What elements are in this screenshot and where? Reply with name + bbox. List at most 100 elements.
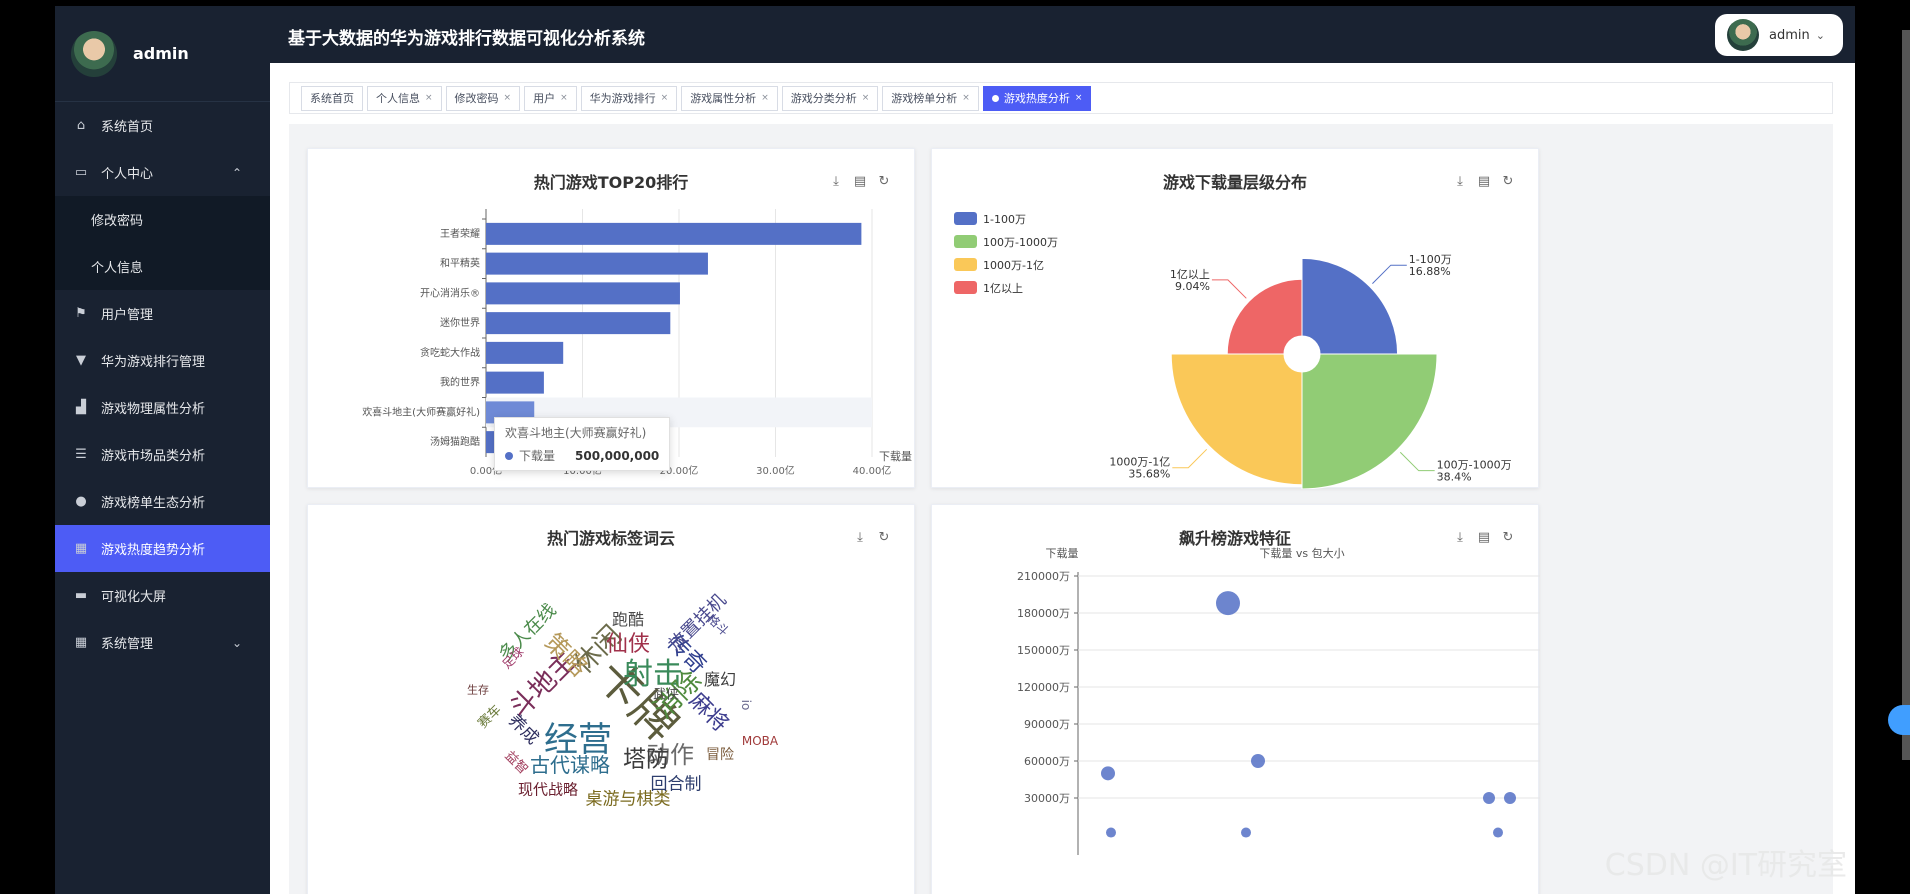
wordcloud-word[interactable]: 麻将 xyxy=(683,688,733,738)
refresh-icon[interactable]: ↻ xyxy=(1502,529,1514,545)
wordcloud-word[interactable]: 冒险 xyxy=(706,747,734,763)
sidebar-item-10[interactable]: ▬ 可视化大屏 xyxy=(55,572,270,619)
tab-2[interactable]: 修改密码 × xyxy=(445,85,521,111)
scatter-point[interactable] xyxy=(1493,827,1503,838)
scatter-point[interactable] xyxy=(1241,827,1251,838)
legend-item[interactable]: 1亿以上 xyxy=(954,276,1058,299)
tab-6[interactable]: 游戏分类分析 × xyxy=(781,85,879,111)
wordcloud-word[interactable]: 赛车 xyxy=(475,702,505,732)
scatter-point[interactable] xyxy=(1216,591,1240,616)
sidebar-item-3[interactable]: 个人信息 xyxy=(55,243,270,290)
chevron-down-icon: ⌄ xyxy=(1815,28,1825,42)
wordcloud-word[interactable]: MOBA xyxy=(741,734,779,748)
data-view-icon[interactable]: ▤ xyxy=(853,173,867,189)
sidebar-item-6[interactable]: ▟ 游戏物理属性分析 xyxy=(55,384,270,431)
wordcloud-word[interactable]: 现代战略 xyxy=(517,780,579,799)
top20-bar-chart[interactable]: 0.00亿 10.00亿 20.00亿 30.00亿 40.00亿王者荣耀和平精英开心消… xyxy=(308,149,916,489)
wordcloud-word[interactable]: 养成 xyxy=(504,710,543,749)
tab-8[interactable]: 游戏热度分析 × xyxy=(982,85,1092,111)
side-toggle-button[interactable] xyxy=(1888,705,1910,735)
bar[interactable] xyxy=(486,222,862,245)
data-view-icon[interactable]: ▤ xyxy=(1477,173,1491,189)
pie-slice[interactable] xyxy=(1301,353,1438,489)
sidebar-item-4[interactable]: ⚑ 用户管理 xyxy=(55,290,270,337)
wordcloud-word[interactable]: 桌游与棋类 xyxy=(585,789,671,810)
close-icon[interactable]: × xyxy=(503,93,512,103)
data-view-icon[interactable]: ▤ xyxy=(1477,529,1491,545)
sidebar-item-2[interactable]: 修改密码 xyxy=(55,196,270,243)
legend-item[interactable]: 100万-1000万 xyxy=(954,230,1058,253)
tooltip-value: 500,000,000 xyxy=(575,448,660,463)
tab-3[interactable]: 用户 × xyxy=(524,85,577,111)
y-tick-label: 贪吃蛇大作战 xyxy=(420,346,480,359)
pie-slice[interactable] xyxy=(1170,353,1303,486)
wordcloud-word[interactable]: 古代谋略 xyxy=(530,753,610,777)
wordcloud-word[interactable]: 塔防 xyxy=(623,746,669,773)
download-icon[interactable]: ⤓ xyxy=(1457,529,1463,545)
close-icon[interactable]: × xyxy=(660,93,669,103)
scatter-point[interactable] xyxy=(1504,792,1516,804)
bar[interactable] xyxy=(486,341,564,364)
rising-scatter-chart[interactable]: 下载量 下载量 vs 包大小 30000万 60000万 90000万 120000万 15… xyxy=(932,505,1540,894)
wordcloud-word[interactable]: 仙侠 xyxy=(605,632,651,657)
rose-pie-chart[interactable]: 1-100万16.88%100万-1000万38.4%1000万-1亿35.68… xyxy=(932,149,1540,489)
bar[interactable] xyxy=(486,312,671,335)
wordcloud-word[interactable]: 回合制 xyxy=(650,774,702,795)
tab-1[interactable]: 个人信息 × xyxy=(367,85,442,111)
wordcloud-word[interactable]: io xyxy=(739,699,753,711)
sidebar-item-11[interactable]: ▦ 系统管理 ⌄ xyxy=(55,619,270,666)
user-dropdown-name: admin xyxy=(1769,27,1810,43)
tab-7[interactable]: 游戏榜单分析 × xyxy=(882,85,979,111)
avatar[interactable] xyxy=(71,30,117,77)
pie-slice[interactable] xyxy=(1226,278,1303,355)
refresh-icon[interactable]: ↻ xyxy=(878,529,890,545)
slice-percent-label: 16.88% xyxy=(1409,265,1451,278)
scatter-point[interactable] xyxy=(1251,754,1265,768)
bar[interactable] xyxy=(486,282,680,305)
close-icon[interactable]: × xyxy=(861,93,870,103)
refresh-icon[interactable]: ↻ xyxy=(878,173,890,189)
legend-item[interactable]: 1-100万 xyxy=(954,207,1058,230)
refresh-icon[interactable]: ↻ xyxy=(1502,173,1514,189)
scrollbar[interactable] xyxy=(1902,30,1910,760)
download-icon[interactable]: ⤓ xyxy=(833,173,839,189)
wordcloud-word[interactable]: 生存 xyxy=(467,683,489,697)
scatter-point[interactable] xyxy=(1483,792,1495,804)
wordcloud-word[interactable]: 益智 xyxy=(501,748,531,778)
scatter-point[interactable] xyxy=(1101,766,1115,781)
wordcloud-word[interactable]: 跑酷 xyxy=(611,610,645,629)
sidebar-item-0[interactable]: ⌂ 系统首页 xyxy=(55,102,270,149)
close-icon[interactable]: × xyxy=(560,93,568,103)
pie-slice[interactable] xyxy=(1301,257,1399,355)
wordcloud-word[interactable]: 经营 xyxy=(544,720,612,760)
wordcloud-word[interactable]: 格斗 xyxy=(704,611,732,639)
scatter-point[interactable] xyxy=(1106,827,1116,838)
user-dropdown[interactable]: admin ⌄ xyxy=(1715,14,1843,56)
legend-item[interactable]: 1000万-1亿 xyxy=(954,253,1058,276)
sidebar-item-5[interactable]: ▼ 华为游戏排行管理 xyxy=(55,337,270,384)
wordcloud-word[interactable]: 动作 xyxy=(646,741,694,769)
download-icon[interactable]: ⤓ xyxy=(857,529,863,545)
sidebar-item-1[interactable]: ▭ 个人中心 ⌃ xyxy=(55,149,270,196)
close-icon[interactable]: × xyxy=(761,93,769,103)
download-icon[interactable]: ⤓ xyxy=(1457,173,1463,189)
tab-0[interactable]: 系统首页 xyxy=(301,85,363,111)
tab-4[interactable]: 华为游戏排行 × xyxy=(580,85,678,111)
close-icon[interactable]: × xyxy=(962,93,970,103)
wordcloud-word[interactable]: 武侠 xyxy=(652,687,680,703)
y-tick-label: 30000万 xyxy=(1024,792,1070,805)
wordcloud-word[interactable]: 魔幻 xyxy=(703,670,737,689)
tag-wordcloud[interactable]: 卡牌 经营 射击 休闲 消除 斗地主 策略 仙侠 传奇 麻将 动作 塔防 古代谋略 多人在线 放置挂机 跑酷魔… xyxy=(308,505,916,894)
close-icon[interactable]: × xyxy=(425,93,433,103)
sidebar-item-8[interactable]: ● 游戏榜单生态分析 xyxy=(55,478,270,525)
chevron-icon: ⌃ xyxy=(231,165,242,180)
bar[interactable] xyxy=(486,371,544,394)
close-icon[interactable]: × xyxy=(1074,93,1083,103)
tab-5[interactable]: 游戏属性分析 × xyxy=(681,85,778,111)
sidebar-item-7[interactable]: ☰ 游戏市场品类分析 xyxy=(55,431,270,478)
sidebar-item-9[interactable]: ▦ 游戏热度趋势分析 xyxy=(55,525,270,572)
wordcloud-word[interactable]: 射击 xyxy=(623,657,683,692)
bar[interactable] xyxy=(486,252,708,275)
legend-swatch xyxy=(954,281,977,294)
pie-card: 游戏下载量层级分布 ⤓ ▤ ↻ 1-100万 100万-1000万 1000万-1亿… xyxy=(931,148,1540,489)
